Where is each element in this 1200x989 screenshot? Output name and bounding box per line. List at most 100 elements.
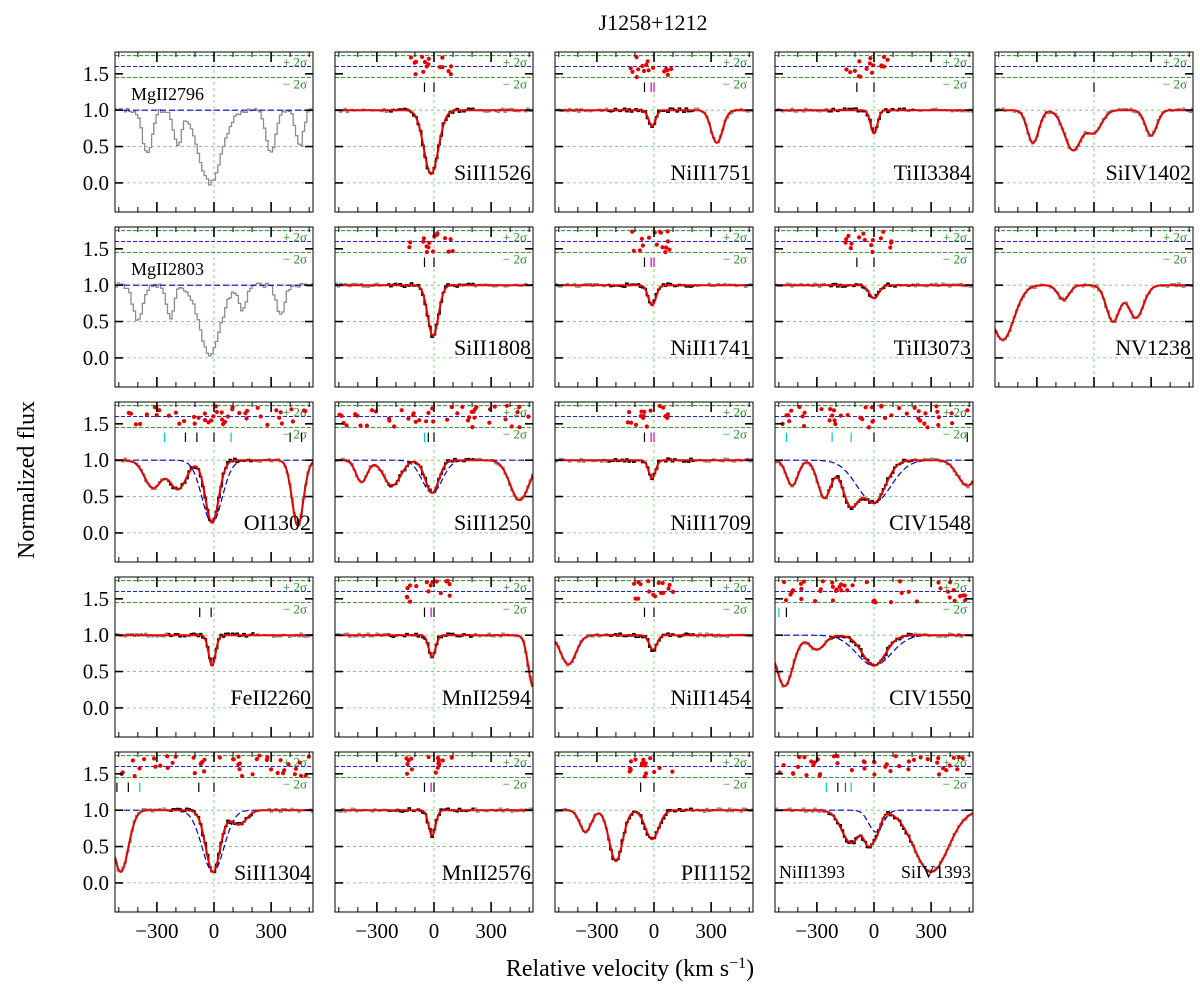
- residual-point: [845, 412, 850, 418]
- model-fit-line: [775, 284, 973, 300]
- residual-point: [665, 229, 670, 234]
- residual-point: [827, 418, 832, 423]
- residual-point: [906, 589, 911, 594]
- residual-point: [413, 72, 418, 77]
- residual-point: [166, 413, 171, 418]
- ion-label: NiII1751: [670, 160, 751, 185]
- residual-point: [631, 248, 636, 253]
- residual-point: [934, 404, 939, 409]
- residual-point: [440, 65, 445, 70]
- residual-point: [961, 593, 966, 598]
- panel-plot-area: + 2σ− 2σ: [115, 752, 313, 912]
- residual-point: [911, 757, 917, 763]
- residual-point: [646, 579, 651, 584]
- panel-civ1548: + 2σ − 2σ CIV1548: [774, 401, 974, 563]
- residual-point: [922, 421, 927, 426]
- sigma-plus-label: + 2σ: [943, 55, 967, 70]
- y-axis-label: Normalized flux: [14, 401, 40, 559]
- panel-plot-area: + 2σ− 2σ: [115, 227, 313, 387]
- residual-point: [787, 419, 792, 424]
- residual-point: [656, 580, 661, 586]
- residual-point: [799, 586, 804, 592]
- residual-point: [269, 767, 274, 772]
- spectrum-fit-region: [827, 632, 915, 666]
- residual-point: [408, 55, 414, 60]
- sigma-plus-label: + 2σ: [723, 55, 747, 70]
- residual-point: [883, 415, 888, 421]
- residual-point: [665, 72, 670, 77]
- residual-point: [652, 769, 657, 775]
- x-tick-label: 0: [209, 919, 220, 943]
- residual-point: [237, 767, 242, 772]
- residual-point: [862, 766, 867, 771]
- residual-point: [264, 757, 269, 763]
- residual-point: [795, 764, 801, 770]
- residual-point: [202, 769, 207, 774]
- residual-point: [254, 757, 259, 762]
- panel-niii1709: + 2σ − 2σ NiII1709: [554, 401, 754, 563]
- residual-point: [448, 237, 453, 242]
- residual-point: [642, 763, 648, 768]
- residual-point: [292, 772, 297, 777]
- panel-pii1152: + 2σ − 2σ −300 0 300 PII1152: [554, 751, 754, 943]
- sigma-plus-label: + 2σ: [283, 580, 307, 595]
- residual-point: [870, 419, 875, 424]
- sigma-plus-label: + 2σ: [503, 580, 527, 595]
- sigma-plus-label: + 2σ: [283, 405, 307, 420]
- panel-siii1250: + 2σ − 2σ SiII1250: [334, 401, 534, 563]
- residual-point: [421, 239, 426, 244]
- residual-point: [950, 421, 955, 426]
- residual-point: [132, 774, 137, 779]
- residual-point: [862, 760, 867, 765]
- panel-plot-area: + 2σ− 2σ: [555, 402, 753, 562]
- panel-siiv1402: + 2σ − 2σ SiIV1402: [994, 51, 1194, 213]
- residual-point: [257, 753, 262, 758]
- residual-point: [275, 770, 280, 776]
- residual-point: [278, 758, 283, 763]
- residual-point: [130, 758, 135, 763]
- panel-siii1526: + 2σ − 2σ SiII1526: [334, 51, 534, 213]
- ion-label: NiII1709: [670, 510, 751, 535]
- spectrum-data: [115, 107, 313, 186]
- residual-point: [639, 236, 645, 241]
- residual-point: [936, 422, 941, 428]
- residual-point: [450, 249, 455, 254]
- residual-point: [422, 59, 428, 65]
- residual-point: [888, 600, 894, 605]
- residual-point: [802, 410, 807, 415]
- sigma-plus-label: + 2σ: [723, 230, 747, 245]
- sigma-plus-label: + 2σ: [283, 55, 307, 70]
- residual-point: [790, 771, 796, 776]
- residual-point: [870, 249, 875, 255]
- residual-point: [885, 57, 890, 62]
- residual-point: [424, 64, 429, 69]
- residual-point: [955, 767, 960, 772]
- ion-label: FeII2260: [230, 685, 311, 710]
- residual-point: [282, 768, 287, 773]
- residual-point: [236, 754, 241, 759]
- residual-point: [128, 411, 134, 416]
- residual-point: [897, 406, 902, 411]
- sigma-minus-label: − 2σ: [723, 76, 747, 91]
- residual-point: [669, 66, 674, 72]
- residual-point: [965, 408, 970, 413]
- residual-point: [945, 589, 951, 594]
- y-tick-label: 1.5: [83, 237, 109, 261]
- residual-point: [944, 768, 949, 773]
- residual-point: [947, 595, 952, 600]
- ion-label: NiII1393: [779, 862, 845, 882]
- residual-point: [202, 418, 208, 423]
- panel-plot-area: + 2σ− 2σ: [995, 227, 1193, 387]
- x-axis-label-close: ): [746, 956, 754, 982]
- y-tick-label: 0.0: [83, 696, 109, 720]
- residual-point: [914, 599, 920, 604]
- model-fit-line: [775, 459, 973, 509]
- sigma-plus-label: + 2σ: [723, 405, 747, 420]
- residual-point: [838, 413, 843, 418]
- residual-point: [842, 583, 847, 588]
- panel-mnii2576: + 2σ − 2σ −300 0 300 MnII2576: [334, 751, 534, 943]
- residual-point: [935, 409, 940, 414]
- residual-point: [449, 64, 454, 69]
- spectrum-data: [335, 632, 533, 687]
- ion-label: PII1152: [681, 860, 751, 885]
